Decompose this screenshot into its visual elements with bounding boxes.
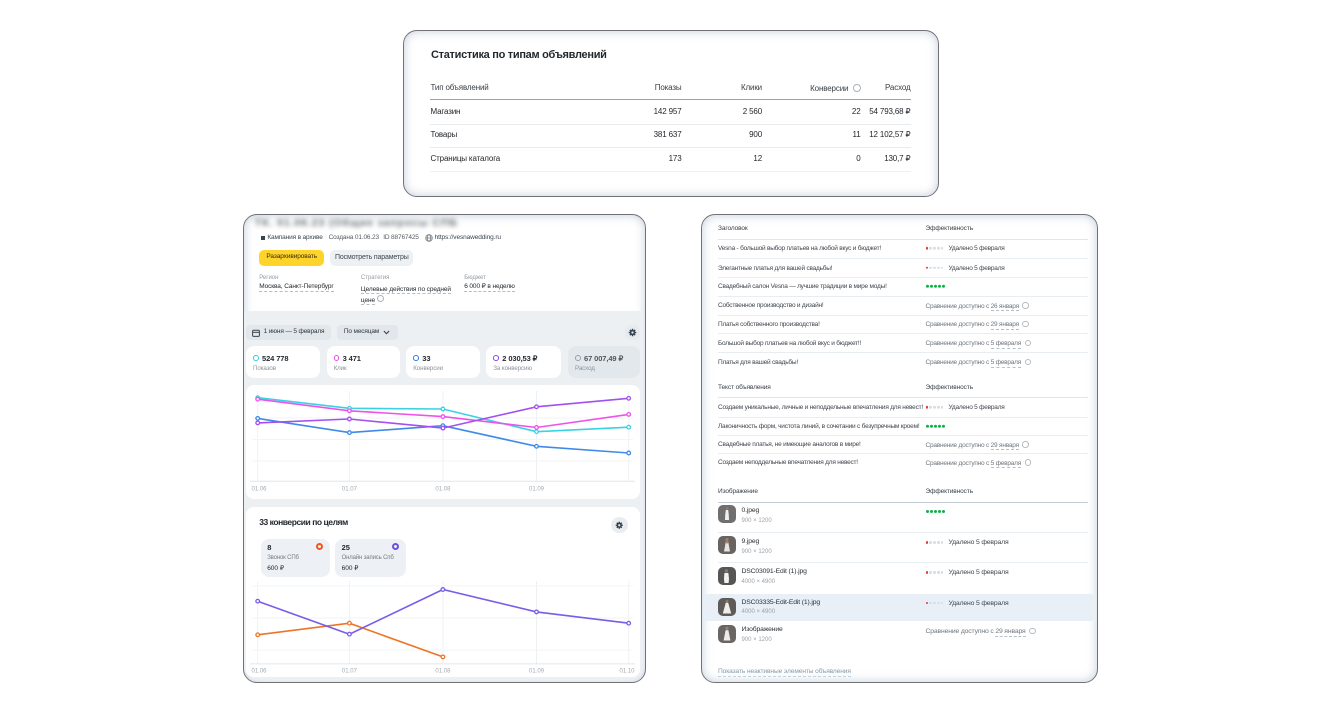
svg-text:01.06: 01.06 xyxy=(251,487,267,493)
svg-text:01.06: 01.06 xyxy=(251,669,267,675)
svg-text:01.08: 01.08 xyxy=(435,669,451,675)
svg-text:01.07: 01.07 xyxy=(342,669,358,675)
svg-text:01.10: 01.10 xyxy=(619,669,635,675)
svg-text:01.09: 01.09 xyxy=(529,669,545,675)
svg-text:01.09: 01.09 xyxy=(529,487,545,493)
svg-text:01.07: 01.07 xyxy=(342,487,358,493)
svg-text:01.08: 01.08 xyxy=(435,487,451,493)
